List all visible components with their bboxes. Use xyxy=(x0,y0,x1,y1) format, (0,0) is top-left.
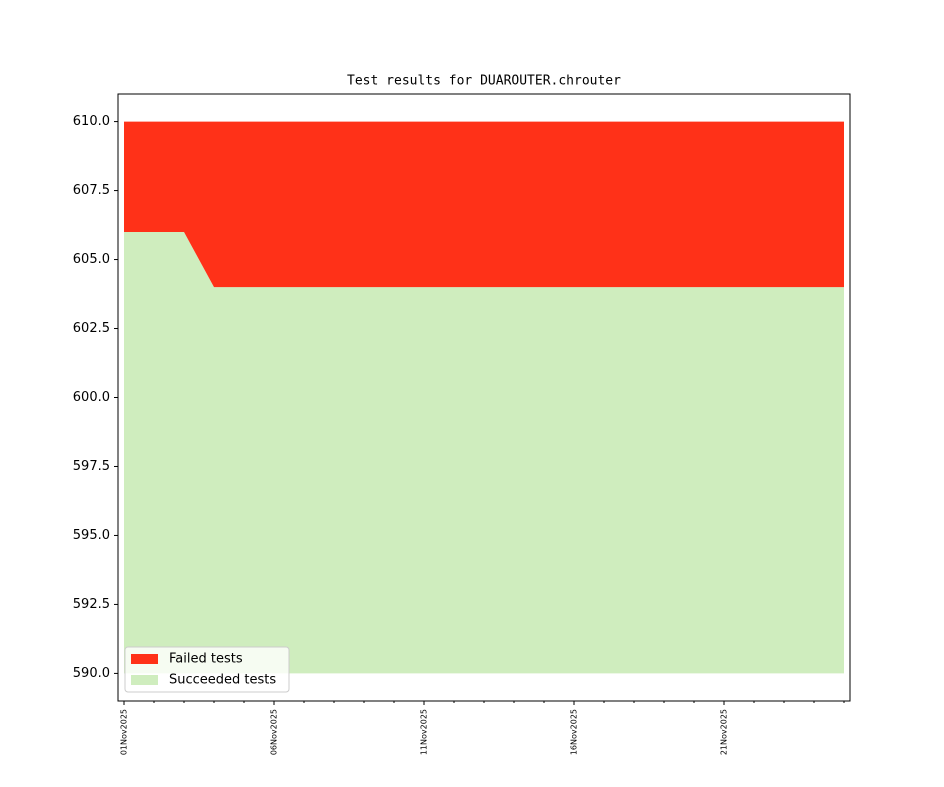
y-tick-label: 590.0 xyxy=(73,666,110,681)
legend-swatch xyxy=(131,675,158,685)
legend-label: Failed tests xyxy=(169,652,243,667)
legend-label: Succeeded tests xyxy=(169,673,276,688)
x-tick-label: 11Nov2025 xyxy=(420,709,429,755)
chart-title: Test results for DUAROUTER.chrouter xyxy=(347,74,621,89)
x-tick-label: 16Nov2025 xyxy=(570,709,579,755)
x-tick-label: 06Nov2025 xyxy=(270,709,279,755)
x-tick-label: 21Nov2025 xyxy=(720,709,729,755)
y-tick-label: 610.0 xyxy=(73,114,110,129)
y-tick-label: 592.5 xyxy=(73,597,110,612)
area xyxy=(124,231,844,674)
x-tick-label: 01Nov2025 xyxy=(120,709,129,755)
y-tick-label: 597.5 xyxy=(73,459,110,474)
y-tick-label: 605.0 xyxy=(73,252,110,267)
y-tick-label: 600.0 xyxy=(73,390,110,405)
area xyxy=(124,121,844,288)
legend-box xyxy=(124,646,290,693)
y-tick-label: 607.5 xyxy=(73,183,110,198)
y-tick-label: 595.0 xyxy=(73,528,110,543)
legend: Failed tests Succeeded tests xyxy=(124,646,290,693)
legend-swatch xyxy=(131,654,158,664)
y-tick-label: 602.5 xyxy=(73,321,110,336)
